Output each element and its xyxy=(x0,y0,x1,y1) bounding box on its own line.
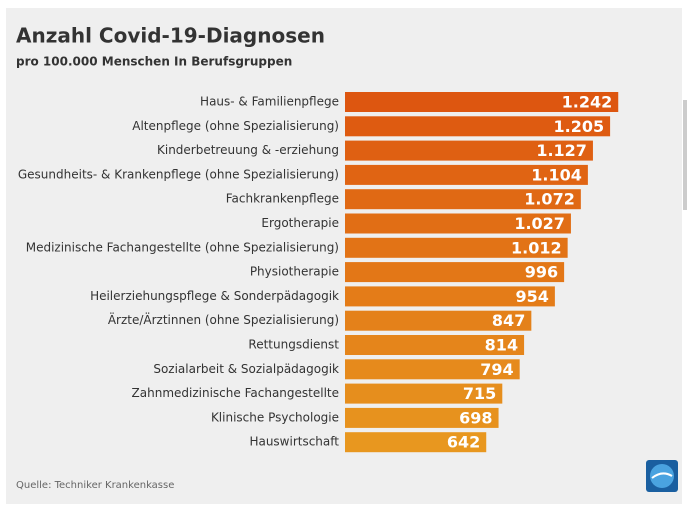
category-label: Rettungsdienst xyxy=(248,338,339,352)
category-label: Physiotherapie xyxy=(250,265,339,279)
category-label: Medizinische Fachangestellte (ohne Spezi… xyxy=(26,240,339,254)
value-label: 814 xyxy=(485,336,518,355)
bar xyxy=(345,140,593,161)
category-label: Ärzte/Ärztinnen (ohne Spezialisierung) xyxy=(108,312,339,327)
bar xyxy=(345,335,525,355)
value-label: 1.205 xyxy=(553,117,604,136)
value-label: 715 xyxy=(463,384,496,403)
bar xyxy=(345,407,499,428)
value-label: 1.012 xyxy=(511,238,562,257)
category-label: Altenpflege (ohne Spezialisierung) xyxy=(132,119,339,133)
category-label: Hauswirtschaft xyxy=(249,435,339,449)
bar xyxy=(345,262,565,283)
category-label: Gesundheits- & Krankenpflege (ohne Spezi… xyxy=(18,167,339,181)
source: Quelle: Techniker Krankenkasse xyxy=(16,480,174,491)
value-label: 1.072 xyxy=(524,190,575,209)
value-label: 847 xyxy=(492,311,525,330)
bar xyxy=(345,359,520,380)
category-label: Fachkrankenpflege xyxy=(226,192,339,206)
category-label: Kinderbetreuung & -erziehung xyxy=(157,143,339,157)
bar xyxy=(345,237,568,258)
category-label: Haus- & Familienpflege xyxy=(200,95,339,109)
category-label: Klinische Psychologie xyxy=(211,410,339,424)
bar xyxy=(345,189,581,210)
value-label: 794 xyxy=(480,360,513,379)
bar xyxy=(345,213,571,234)
value-label: 1.104 xyxy=(531,165,582,184)
category-label: Sozialarbeit & Sozialpädagogik xyxy=(153,362,339,376)
value-label: 698 xyxy=(459,408,492,427)
value-label: 1.027 xyxy=(514,214,565,233)
chart-title: Anzahl Covid-19-Diagnosen xyxy=(16,24,325,48)
panel xyxy=(6,8,682,504)
bar xyxy=(345,92,619,112)
chart-subtitle: pro 100.000 Menschen In Berufsgruppen xyxy=(16,55,292,69)
bar xyxy=(345,310,532,331)
bar xyxy=(345,164,588,185)
bar xyxy=(345,286,555,307)
category-label: Zahnmedizinische Fachangestellte xyxy=(132,386,339,400)
value-label: 996 xyxy=(525,263,558,282)
bar xyxy=(345,432,487,453)
bar xyxy=(345,116,611,137)
logo xyxy=(646,460,678,492)
value-label: 642 xyxy=(447,433,480,452)
scrollbar xyxy=(683,100,687,210)
value-label: 1.242 xyxy=(562,93,613,112)
category-label: Ergotherapie xyxy=(261,216,339,230)
category-label: Heilerziehungspflege & Sonderpädagogik xyxy=(90,289,339,303)
value-label: 1.127 xyxy=(536,141,587,160)
bar xyxy=(345,383,503,404)
value-label: 954 xyxy=(515,287,548,306)
